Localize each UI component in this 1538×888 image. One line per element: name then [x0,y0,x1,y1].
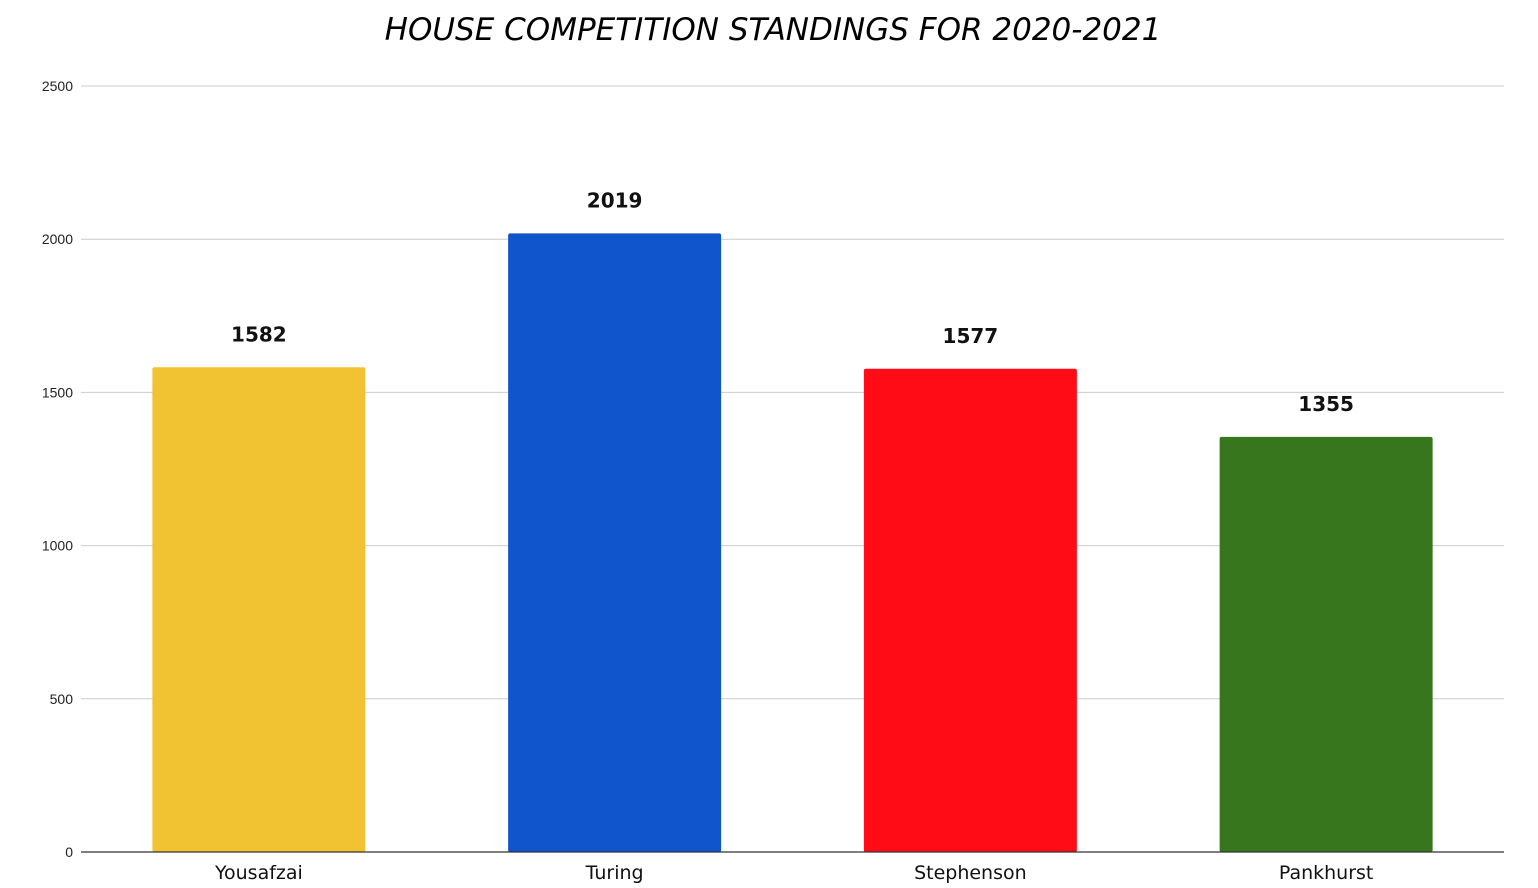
data-label-stephenson: 1577 [943,324,999,348]
y-tick-label-2500: 2500 [42,78,73,94]
y-axis-tick-labels: 0 500 1000 1500 2000 2500 [42,78,73,860]
y-tick-label-1500: 1500 [42,384,73,400]
data-label-yousafzai: 1582 [231,322,287,346]
bar-pankhurst [1219,436,1433,852]
y-tick-label-2000: 2000 [42,231,73,247]
bar-yousafzai [152,367,366,852]
x-tick-label-pankhurst: Pankhurst [1279,862,1374,884]
data-label-pankhurst: 1355 [1298,392,1354,416]
data-label-turing: 2019 [587,188,643,212]
y-tick-label-1000: 1000 [42,538,73,554]
bar-stephenson [863,368,1077,852]
bar-turing [508,233,722,852]
y-tick-label-500: 500 [50,691,74,707]
x-tick-label-yousafzai: Yousafzai [214,862,303,884]
data-labels: 1582 2019 1577 1355 [231,188,1354,415]
x-tick-label-turing: Turing [585,862,644,884]
y-tick-label-0: 0 [65,844,73,860]
x-tick-label-stephenson: Stephenson [914,862,1027,884]
chart-title: HOUSE COMPETITION STANDINGS FOR 2020-202… [385,12,1162,48]
bars [152,233,1433,852]
x-axis-tick-labels: Yousafzai Turing Stephenson Pankhurst [214,862,1373,884]
